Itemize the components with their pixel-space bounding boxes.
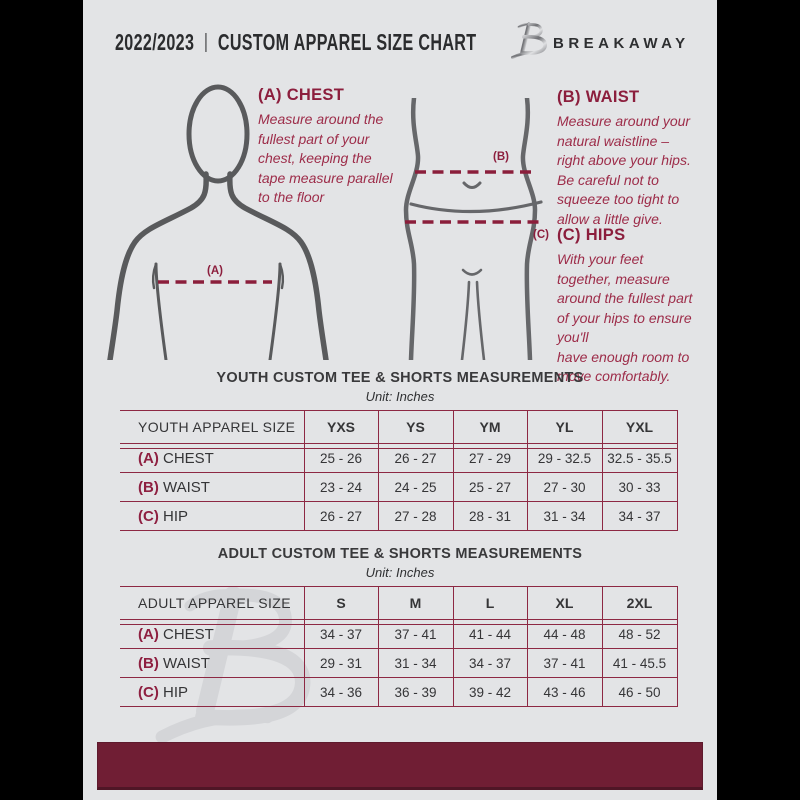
youth-size-ym: YM — [452, 410, 528, 444]
adult-size-xl: XL — [526, 586, 603, 620]
row-prefix: (B) — [138, 654, 159, 672]
chest-text: Measure around the fullest part of your … — [258, 111, 393, 205]
title-text: CUSTOM APPAREL SIZE CHART — [217, 28, 477, 55]
cell: 31 - 34 — [526, 501, 603, 531]
brand-name: BREAKAWAY — [553, 35, 690, 52]
row-label: CHEST — [163, 449, 214, 467]
row-prefix: (A) — [138, 625, 159, 643]
title-separator: | — [204, 30, 209, 53]
hips-text: With your feet together, measure around … — [557, 251, 693, 384]
adult-header-row: ADULT APPAREL SIZE S M L XL 2XL — [120, 586, 678, 620]
row-prefix: (C) — [138, 507, 159, 525]
cell: 29 - 31 — [303, 648, 379, 678]
row-label: CHEST — [163, 625, 214, 643]
cell: 31 - 34 — [377, 648, 454, 678]
youth-size-header: YOUTH APPAREL SIZE — [120, 410, 304, 444]
youth-size-table: YOUTH APPAREL SIZE YXS YS YM YL YXL (A) … — [120, 410, 678, 531]
row-prefix: (A) — [138, 449, 159, 467]
adult-waist-row: (B) WAIST 29 - 31 31 - 34 34 - 37 37 - 4… — [120, 648, 678, 678]
cell: 43 - 46 — [526, 677, 603, 707]
adult-size-l: L — [452, 586, 528, 620]
page-title: 2022/2023 | CUSTOM APPAREL SIZE CHART — [115, 22, 476, 62]
cell: 39 - 42 — [452, 677, 528, 707]
cell: 28 - 31 — [452, 501, 528, 531]
row-prefix: (B) — [138, 478, 159, 496]
cell: 27 - 30 — [526, 472, 603, 502]
lower-body-silhouette — [403, 98, 545, 360]
marker-c: (C) — [533, 229, 549, 241]
adult-waist-label: (B) WAIST — [120, 648, 304, 678]
row-prefix: (C) — [138, 683, 159, 701]
youth-header-row: YOUTH APPAREL SIZE YXS YS YM YL YXL — [120, 410, 678, 444]
waist-heading: (B) WAIST — [557, 88, 640, 106]
youth-size-ys: YS — [377, 410, 454, 444]
chest-heading: (A) CHEST — [258, 86, 345, 104]
cell: 30 - 33 — [601, 472, 678, 502]
upper-body-silhouette — [107, 84, 329, 360]
waist-text: Measure around your natural waistline – … — [557, 113, 691, 227]
cell: 23 - 24 — [303, 472, 379, 502]
cell: 41 - 45.5 — [601, 648, 678, 678]
adult-hip-row: (C) HIP 34 - 36 36 - 39 39 - 42 43 - 46 … — [120, 677, 678, 707]
breakaway-logo-icon — [511, 22, 547, 59]
cell: 37 - 41 — [526, 648, 603, 678]
marker-b: (B) — [493, 151, 509, 163]
marker-a: (A) — [207, 265, 223, 277]
youth-waist-row: (B) WAIST 23 - 24 24 - 25 25 - 27 27 - 3… — [120, 472, 678, 502]
cell: 25 - 27 — [452, 472, 528, 502]
youth-size-yl: YL — [526, 410, 603, 444]
adult-hip-label: (C) HIP — [120, 677, 304, 707]
cell: 36 - 39 — [377, 677, 454, 707]
adult-size-table: ADULT APPAREL SIZE S M L XL 2XL (A) CHES… — [120, 586, 678, 707]
youth-size-yxs: YXS — [303, 410, 379, 444]
title-year: 2022/2023 — [115, 28, 195, 55]
adult-size-s: S — [303, 586, 379, 620]
size-chart-page: 2022/2023 | CUSTOM APPAREL SIZE CHART BR… — [83, 0, 717, 800]
adult-section-title: ADULT CUSTOM TEE & SHORTS MEASUREMENTS — [217, 546, 583, 562]
adult-size-header: ADULT APPAREL SIZE — [120, 586, 304, 620]
row-label: WAIST — [163, 478, 210, 496]
youth-section-title: YOUTH CUSTOM TEE & SHORTS MEASUREMENTS — [216, 370, 584, 386]
adult-section-unit: Unit: Inches — [365, 565, 435, 580]
cell: 34 - 37 — [452, 648, 528, 678]
cell: 34 - 36 — [303, 677, 379, 707]
youth-section-unit: Unit: Inches — [365, 389, 435, 404]
youth-hip-row: (C) HIP 26 - 27 27 - 28 28 - 31 31 - 34 … — [120, 501, 678, 531]
cell: 24 - 25 — [377, 472, 454, 502]
youth-hip-label: (C) HIP — [120, 501, 304, 531]
row-label: HIP — [163, 683, 189, 701]
row-label: HIP — [163, 507, 189, 525]
footer-bar — [97, 742, 703, 790]
cell: 46 - 50 — [601, 677, 678, 707]
cell: 27 - 28 — [377, 501, 454, 531]
adult-header-double-rule — [120, 624, 677, 625]
cell: 34 - 37 — [601, 501, 678, 531]
adult-size-m: M — [377, 586, 454, 620]
row-label: WAIST — [163, 654, 210, 672]
youth-size-yxl: YXL — [601, 410, 678, 444]
adult-size-2xl: 2XL — [601, 586, 678, 620]
youth-waist-label: (B) WAIST — [120, 472, 304, 502]
hips-heading: (C) HIPS — [557, 226, 626, 244]
youth-header-double-rule — [120, 448, 677, 449]
cell: 26 - 27 — [303, 501, 379, 531]
